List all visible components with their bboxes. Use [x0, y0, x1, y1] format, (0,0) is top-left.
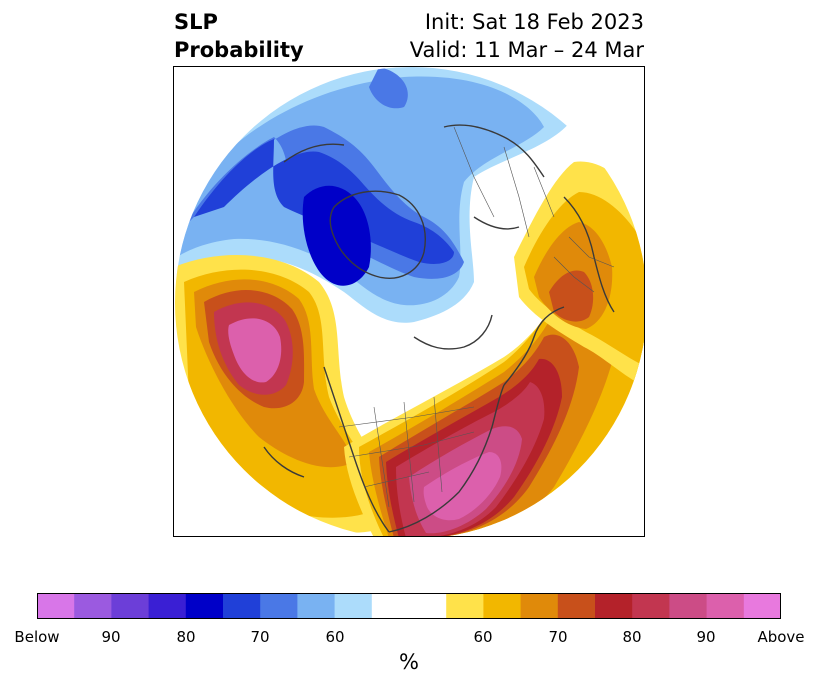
colorbar-swatch: [669, 593, 708, 619]
colorbar-swatch: [557, 593, 596, 619]
colorbar-swatch: [148, 593, 187, 619]
title-variable: SLP: [174, 10, 218, 34]
colorbar-tick-label: 80: [176, 628, 196, 646]
colorbar-swatch: [743, 593, 781, 619]
colorbar-unit: %: [399, 650, 419, 674]
colorbar-tick-label: 90: [101, 628, 121, 646]
colorbar-swatch: [632, 593, 670, 619]
colorbar-swatch: [260, 593, 298, 619]
title-type: Probability: [174, 38, 304, 62]
valid-range: Valid: 11 Mar – 24 Mar: [409, 38, 644, 62]
colorbar-swatch: [409, 593, 447, 619]
colorbar-tick-label: 60: [325, 628, 345, 646]
colorbar-swatch: [37, 593, 75, 619]
colorbar-swatch: [297, 593, 336, 619]
colorbar-swatch: [706, 593, 745, 619]
colorbar-swatch: [334, 593, 373, 619]
colorbar-swatch: [483, 593, 522, 619]
colorbar-tick-label: 70: [548, 628, 568, 646]
colorbar-swatch: [446, 593, 484, 619]
colorbar-tick-label: 60: [473, 628, 493, 646]
chart-subtitle: Init: Sat 18 Feb 2023 Valid: 11 Mar – 24…: [410, 8, 644, 64]
blue-arctic-region: [369, 67, 408, 109]
colorbar-swatch: [223, 593, 261, 619]
probability-field: [175, 67, 644, 536]
colorbar-swatch: [111, 593, 150, 619]
chart-title: SLP Probability: [174, 8, 304, 64]
political-borders: [338, 126, 615, 508]
colorbar-tick-label: 70: [250, 628, 270, 646]
blue-below-region: [302, 185, 371, 286]
coastlines: [263, 124, 615, 533]
init-date: Init: Sat 18 Feb 2023: [424, 10, 644, 34]
colorbar-swatch: [74, 593, 112, 619]
colorbar-tick-label: Below: [14, 628, 60, 646]
colorbar-swatch: [520, 593, 559, 619]
magenta-pacific: [228, 318, 282, 383]
colorbar-swatch: [371, 593, 410, 619]
colorbar-tick-label: 80: [622, 628, 642, 646]
colorbar-tick-label: Above: [757, 628, 805, 646]
colorbar-swatch: [185, 593, 224, 619]
probability-map: [173, 66, 645, 537]
colorbar-tick-label: 90: [696, 628, 716, 646]
colorbar-swatch: [595, 593, 633, 619]
colorbar-border: [37, 593, 781, 619]
colorbar: [37, 593, 781, 619]
